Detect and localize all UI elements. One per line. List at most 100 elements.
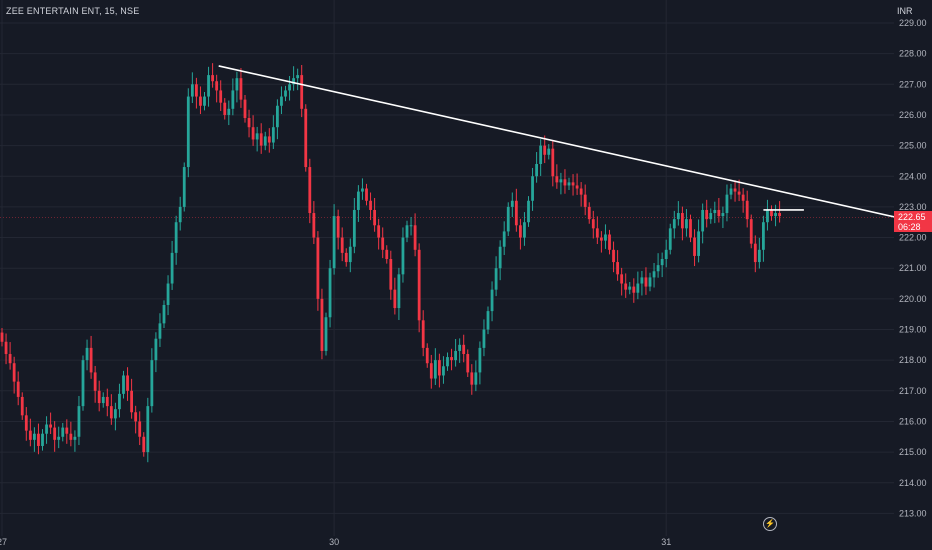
candle bbox=[543, 135, 547, 164]
candle-body bbox=[49, 424, 52, 428]
candle-body bbox=[138, 421, 142, 437]
candle bbox=[255, 126, 259, 152]
candle-body bbox=[105, 396, 109, 407]
candle bbox=[693, 229, 696, 267]
y-tick-label: 222.00 bbox=[899, 233, 927, 243]
candle bbox=[381, 227, 385, 259]
candle bbox=[101, 392, 105, 408]
candle bbox=[636, 271, 640, 300]
candle-body bbox=[478, 347, 482, 373]
candle-body bbox=[280, 96, 283, 106]
candle bbox=[652, 262, 656, 288]
candle bbox=[239, 68, 243, 108]
candle-body bbox=[749, 219, 753, 244]
candle-body bbox=[271, 127, 275, 143]
candle-body bbox=[535, 163, 538, 177]
candle-body bbox=[409, 225, 413, 227]
candle bbox=[284, 85, 287, 102]
candle-body bbox=[705, 209, 709, 220]
candle-body bbox=[207, 75, 210, 97]
candle-body bbox=[142, 436, 146, 453]
candle bbox=[547, 144, 551, 160]
candle bbox=[340, 227, 344, 262]
candle bbox=[701, 203, 705, 244]
candle bbox=[519, 218, 522, 250]
lightning-icon[interactable]: ⚡ bbox=[763, 517, 777, 531]
x-tick-label: 30 bbox=[329, 537, 339, 547]
candle bbox=[247, 109, 251, 138]
candle bbox=[575, 173, 579, 195]
x-tick-label: 31 bbox=[661, 537, 671, 547]
candle bbox=[207, 66, 210, 107]
candle-body bbox=[486, 311, 490, 330]
candle-body bbox=[689, 219, 692, 238]
candle-body bbox=[608, 234, 611, 250]
candle-body bbox=[591, 219, 595, 229]
candle-body bbox=[656, 265, 660, 272]
candle bbox=[352, 198, 356, 254]
candle bbox=[215, 74, 219, 103]
candle bbox=[203, 91, 206, 111]
last-price-value: 222.65 bbox=[898, 212, 926, 222]
candle bbox=[442, 356, 445, 384]
candle-body bbox=[725, 194, 729, 214]
candle bbox=[65, 419, 69, 444]
candle bbox=[8, 342, 12, 370]
candle bbox=[579, 182, 583, 207]
candle-body bbox=[514, 200, 518, 226]
bar-countdown: 06:28 bbox=[898, 222, 921, 232]
candle bbox=[531, 167, 534, 211]
candle-body bbox=[741, 194, 745, 201]
candle bbox=[749, 214, 753, 249]
candle bbox=[672, 210, 676, 239]
candle bbox=[385, 245, 389, 264]
candle-body bbox=[450, 357, 453, 361]
candle bbox=[365, 183, 368, 206]
candle-body bbox=[575, 185, 579, 189]
candle bbox=[583, 184, 587, 216]
candle bbox=[737, 179, 741, 202]
candle-body bbox=[373, 209, 376, 226]
candle bbox=[725, 184, 729, 222]
candle bbox=[24, 407, 28, 441]
candle-body bbox=[494, 268, 498, 290]
candle bbox=[741, 188, 745, 213]
y-tick-label: 227.00 bbox=[899, 79, 927, 89]
candle bbox=[263, 131, 267, 151]
candle-body bbox=[316, 237, 320, 299]
candle bbox=[320, 288, 324, 360]
candle bbox=[539, 139, 543, 176]
candle bbox=[357, 185, 360, 222]
candle-body bbox=[648, 277, 652, 287]
candle bbox=[61, 422, 65, 442]
candle bbox=[344, 248, 348, 267]
candle-body bbox=[348, 246, 352, 263]
candle-body bbox=[506, 206, 510, 232]
candle bbox=[308, 158, 312, 224]
candle bbox=[458, 338, 462, 363]
candle bbox=[170, 240, 174, 290]
candle-body bbox=[231, 90, 235, 109]
candle bbox=[697, 219, 700, 263]
candle-body bbox=[729, 188, 733, 195]
candle-body bbox=[215, 81, 219, 91]
candle-body bbox=[57, 436, 61, 440]
candle bbox=[393, 277, 397, 315]
candle-body bbox=[239, 78, 243, 100]
candle bbox=[37, 423, 40, 455]
candle-body bbox=[219, 90, 223, 103]
candle-body bbox=[8, 354, 12, 364]
candle-body bbox=[612, 249, 615, 263]
candle-body bbox=[77, 406, 81, 437]
candle-body bbox=[73, 436, 77, 440]
candle-body bbox=[16, 381, 20, 397]
candle bbox=[620, 267, 624, 296]
candle bbox=[429, 354, 433, 389]
candle-body bbox=[320, 298, 324, 351]
candle-body bbox=[490, 289, 494, 312]
candle bbox=[462, 334, 466, 363]
candle bbox=[470, 364, 474, 395]
candle-body bbox=[97, 390, 101, 404]
candle bbox=[227, 100, 231, 126]
